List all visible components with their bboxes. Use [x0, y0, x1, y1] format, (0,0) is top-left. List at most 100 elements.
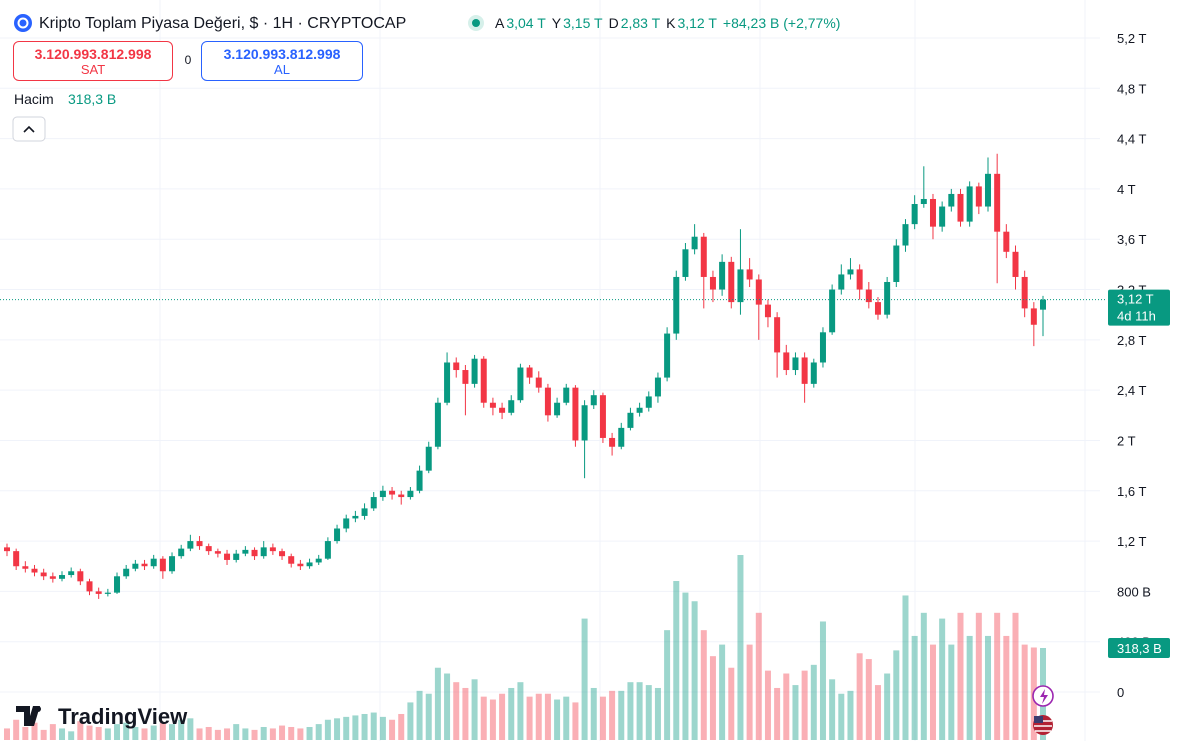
- brand-logo: [16, 706, 40, 726]
- candle-body: [196, 541, 203, 547]
- countdown-label: 4d 11h: [1117, 309, 1156, 324]
- candle-body: [764, 304, 771, 318]
- candle-body: [444, 362, 451, 403]
- candle-body: [425, 446, 432, 471]
- volume-bar: [86, 725, 93, 740]
- volume-bar: [104, 728, 111, 740]
- volume-bar: [893, 650, 900, 740]
- sell-button[interactable]: 3.120.993.812.998 SAT: [13, 41, 173, 81]
- volume-bar: [535, 693, 542, 740]
- candle-body: [654, 377, 661, 397]
- volume-bar: [398, 713, 405, 740]
- candle-body: [911, 204, 918, 225]
- buy-label: AL: [274, 62, 290, 77]
- legend-key: K: [666, 15, 676, 31]
- volume-bar: [251, 729, 258, 740]
- candle-body: [673, 276, 680, 334]
- candle-body: [526, 367, 533, 378]
- volume-bar: [407, 702, 414, 740]
- candle-body: [865, 289, 872, 303]
- candle-body: [819, 332, 826, 363]
- volume-bar: [719, 644, 726, 740]
- volume-bar: [242, 728, 249, 740]
- volume-bar: [114, 724, 121, 740]
- y-tick-label: 800 B: [1117, 584, 1151, 599]
- candle-body: [590, 395, 597, 406]
- candle-body: [4, 547, 10, 552]
- candle-body: [379, 490, 386, 498]
- volume-bar: [49, 724, 56, 740]
- volume-bar: [975, 612, 982, 740]
- candle-body: [517, 367, 524, 401]
- candle-body: [214, 551, 221, 554]
- volume-bar: [416, 690, 423, 740]
- candle-body: [618, 427, 625, 447]
- volume-bar: [737, 555, 744, 740]
- candle-body: [975, 186, 982, 207]
- candle-body: [957, 193, 964, 222]
- candle-body: [1012, 251, 1019, 277]
- candle-body: [994, 173, 1001, 232]
- candle-body: [636, 407, 643, 413]
- candle-body: [709, 276, 716, 290]
- last-price-label: 3,12 T: [1117, 292, 1154, 307]
- volume-bar: [783, 673, 790, 740]
- candle-body: [948, 193, 955, 207]
- price-axis: 5,2 T4,8 T4,4 T4 T3,6 T3,2 T2,8 T2,4 T2 …: [1117, 31, 1151, 700]
- candle-body: [746, 269, 753, 280]
- candle-body: [902, 224, 909, 246]
- volume-bar: [856, 653, 863, 740]
- volume-bar: [590, 687, 597, 740]
- candle-body: [1040, 299, 1046, 310]
- vertical-grid: [159, 0, 1086, 741]
- volume-bar: [526, 696, 533, 740]
- buy-button[interactable]: 3.120.993.812.998 AL: [201, 41, 363, 81]
- candle-body: [627, 412, 634, 428]
- candle-body: [489, 402, 496, 408]
- volume-bar: [315, 724, 322, 740]
- y-tick-label: 2 T: [1117, 433, 1136, 448]
- volume-bar: [994, 612, 1001, 740]
- candle-body: [838, 274, 845, 290]
- candle-body: [774, 317, 781, 353]
- volume-bar: [279, 725, 286, 740]
- volume-bar: [627, 682, 634, 740]
- volume-bar: [636, 682, 643, 740]
- y-tick-label: 2,4 T: [1117, 383, 1146, 398]
- volume-bar: [150, 725, 157, 740]
- volume-bar: [755, 612, 762, 740]
- volume-bar: [847, 690, 854, 740]
- last-price-box: [1108, 289, 1170, 326]
- legend-value: 3,15 T: [563, 15, 603, 31]
- volume-bar: [902, 595, 909, 740]
- volume-bar: [609, 690, 616, 740]
- collapse-button[interactable]: [12, 116, 46, 142]
- volume-bar: [95, 726, 102, 740]
- volume-bar: [884, 673, 891, 740]
- candle-body: [251, 549, 258, 557]
- volume-bar: [764, 670, 771, 740]
- volume-bar: [297, 728, 304, 740]
- volume-bar: [269, 728, 276, 740]
- candle-body: [1021, 276, 1028, 309]
- volume-bar: [984, 635, 991, 740]
- volume-bar: [31, 722, 38, 740]
- volume-bar: [59, 728, 66, 740]
- candle-body: [288, 556, 295, 564]
- candle-body: [755, 279, 762, 305]
- volume-bar: [425, 693, 432, 740]
- candle-body: [966, 186, 973, 222]
- volume-bar: [618, 690, 625, 740]
- candle-body: [68, 571, 75, 576]
- volume-bar: [599, 696, 606, 740]
- volume-bar: [434, 667, 441, 740]
- volume-bar: [874, 685, 881, 740]
- candle-body: [205, 546, 212, 552]
- candle-body: [269, 547, 276, 552]
- volume-bar: [966, 635, 973, 740]
- candle-body: [499, 407, 506, 413]
- candle-body: [453, 362, 460, 371]
- volume-value: 318,3 B: [68, 91, 116, 107]
- legend-key: A: [495, 15, 505, 31]
